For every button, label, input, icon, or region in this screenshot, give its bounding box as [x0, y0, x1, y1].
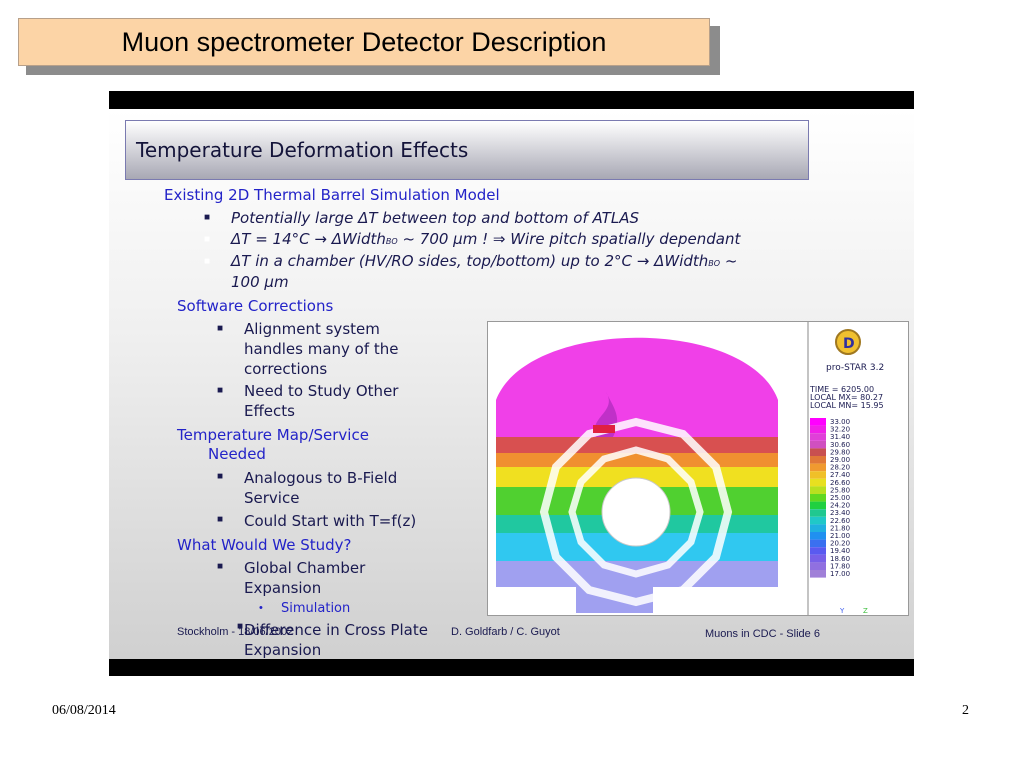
axis-z-mark: Z: [863, 607, 868, 615]
slide-title-box: Muon spectrometer Detector Description: [18, 18, 710, 66]
chamber-ring: [539, 417, 733, 607]
scale-value: 20.20: [830, 540, 850, 548]
axis-y-mark: Y: [839, 607, 845, 615]
section-heading-tempmap-1: Temperature Map/Service: [177, 426, 369, 444]
bullet-text-alignment-3: corrections: [244, 360, 328, 378]
scale-swatch: [810, 425, 826, 434]
inner-title: Temperature Deformation Effects: [136, 138, 469, 162]
scale-swatch: [810, 433, 826, 441]
scale-swatch: [810, 478, 826, 487]
scale-value: 25.00: [830, 494, 850, 502]
scale-value: 31.40: [830, 433, 850, 441]
bullet-square: ■: [204, 212, 211, 223]
page-number: 2: [962, 703, 969, 718]
bullet-text-study-2: Effects: [244, 402, 295, 420]
scale-value: 21.80: [830, 524, 850, 532]
section-heading-study: What Would We Study?: [177, 536, 352, 554]
bullet-text-tfz: Could Start with T=f(z): [244, 512, 417, 530]
bullet-text-alignment-2: handles many of the: [244, 340, 399, 358]
scale-swatch: [810, 516, 826, 525]
scale-swatch: [810, 418, 826, 426]
scale-swatch: [810, 547, 826, 555]
embedded-slide: Temperature Deformation Effects Existing…: [109, 91, 914, 676]
bullet-square: ■: [217, 385, 224, 396]
logo-letter: D: [843, 336, 855, 352]
bullet-text-study-1: Need to Study Other: [244, 382, 399, 400]
scale-swatch: [810, 494, 826, 502]
scale-value: 29.80: [830, 448, 850, 456]
scale-swatch: [810, 471, 826, 479]
bullet-square: ■: [204, 234, 211, 245]
thermal-simulation-figure: D pro-STAR 3.2 TIME = 6205.00 LOCAL MX= …: [487, 321, 909, 616]
info-time: TIME = 6205.00: [809, 385, 874, 394]
scale-value: 33.00: [830, 418, 850, 426]
scale-swatch: [810, 463, 826, 472]
scale-value: 26.60: [830, 479, 850, 487]
bullet-square: ■: [217, 514, 224, 525]
scale-swatch: [810, 554, 826, 563]
scale-value: 17.80: [830, 562, 850, 570]
section-heading-software: Software Corrections: [177, 297, 334, 315]
bullet-square: ■: [217, 471, 224, 482]
bullet-text-chamber-cont: 100 μm: [231, 273, 289, 291]
bullet-text-chamber: ΔT in a chamber (HV/RO sides, top/bottom…: [231, 252, 738, 270]
scale-swatch: [810, 570, 826, 578]
hot-chamber: [593, 425, 615, 433]
scale-swatch: [810, 562, 826, 570]
scale-value: 32.20: [830, 426, 850, 434]
embedded-footer-mid: D. Goldfarb / C. Guyot: [451, 626, 560, 638]
scale-value: 21.00: [830, 532, 850, 540]
info-local-min: LOCAL MN= 15.95: [810, 401, 884, 410]
scale-value: 19.40: [830, 547, 850, 555]
section-heading-tempmap-2: Needed: [208, 445, 266, 463]
bullet-square: ■: [217, 323, 224, 334]
bullet-text-global-2: Expansion: [244, 579, 322, 597]
simulation-plot: D pro-STAR 3.2 TIME = 6205.00 LOCAL MX= …: [496, 322, 884, 615]
scale-value: 29.00: [830, 456, 850, 464]
scale-value: 27.40: [830, 471, 850, 479]
scale-swatch: [810, 532, 826, 540]
bullet-text-bfield-1: Analogous to B-Field: [244, 469, 398, 487]
bullet-text-crossplate-1: Difference in Cross Plate: [244, 621, 428, 639]
inner-title-box: Temperature Deformation Effects: [125, 120, 809, 180]
bullet-text-bfield-2: Service: [244, 489, 300, 507]
embedded-footer-right: Muons in CDC - Slide 6: [705, 628, 820, 640]
bullet-square: ■: [204, 256, 211, 267]
inner-bore: [601, 477, 671, 547]
scale-value: 28.20: [830, 464, 850, 472]
scale-swatch: [810, 501, 826, 510]
prostar-logo-icon: [835, 329, 861, 355]
bullet-text-alignment-1: Alignment system: [244, 320, 380, 338]
scale-value: 23.40: [830, 509, 850, 517]
bullet-square: ■: [217, 561, 224, 572]
scale-value: 17.00: [830, 570, 850, 578]
scale-value: 25.80: [830, 486, 850, 494]
scale-swatch: [810, 448, 826, 456]
footer-date: 06/08/2014: [52, 703, 116, 718]
scale-value: 24.20: [830, 502, 850, 510]
bullet-text-delta-t: Potentially large ΔT between top and bot…: [231, 209, 639, 227]
bullet-text-global-1: Global Chamber: [244, 559, 366, 577]
scale-swatch: [810, 539, 826, 548]
info-local-max: LOCAL MX= 80.27: [810, 393, 883, 402]
bullet-text-crossplate-2: Expansion: [244, 641, 322, 659]
scale-swatch: [810, 524, 826, 532]
scale-swatch: [810, 509, 826, 517]
scale-swatch: [810, 456, 826, 464]
sub-bullet-simulation: Simulation: [281, 601, 351, 616]
bullet-dot: •: [259, 602, 263, 614]
embedded-slide-body: Temperature Deformation Effects Existing…: [109, 109, 914, 659]
embedded-footer-left: Stockholm - 18/06/2002: [177, 626, 294, 638]
color-scale: 33.0032.2031.4030.6029.8029.0028.2027.40…: [810, 418, 850, 578]
scale-value: 22.60: [830, 517, 850, 525]
bullet-text-width: ΔT = 14°C → ΔWidthBO ~ 700 μm ! ⇒ Wire p…: [231, 230, 741, 248]
scale-swatch: [810, 486, 826, 494]
slide-title: Muon spectrometer Detector Description: [121, 26, 607, 57]
bullet-square: ■: [237, 621, 244, 632]
scale-value: 18.60: [830, 555, 850, 563]
product-name: pro-STAR 3.2: [826, 363, 884, 373]
scale-value: 30.60: [830, 441, 850, 449]
section-heading-thermal: Existing 2D Thermal Barrel Simulation Mo…: [164, 186, 500, 204]
scale-swatch: [810, 440, 826, 449]
